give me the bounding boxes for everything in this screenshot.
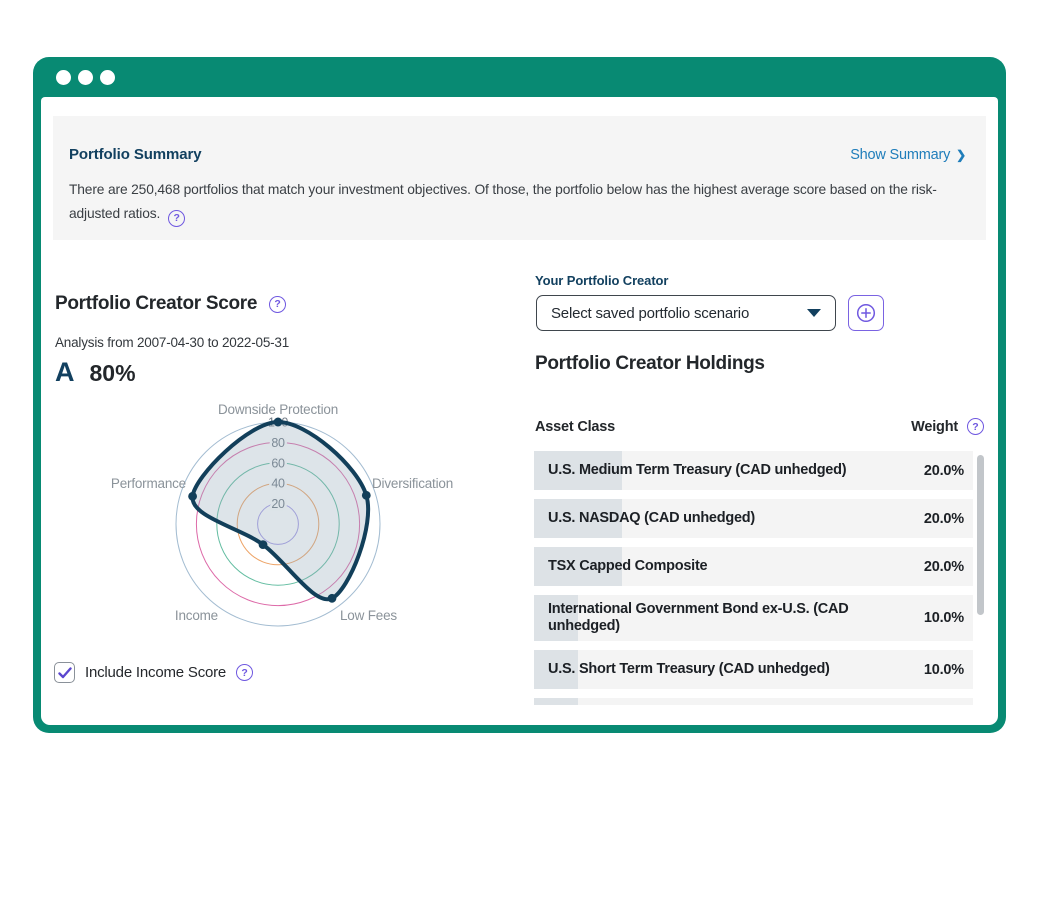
asset-class-column-header: Asset Class: [535, 418, 616, 435]
scenario-select-value: Select saved portfolio scenario: [551, 304, 750, 322]
browser-window: Portfolio Summary Show Summary ❯ There a…: [33, 57, 1006, 733]
weight-bar: [534, 595, 578, 641]
radar-axis-label: Diversification: [372, 476, 453, 491]
radar-series-area: [190, 419, 370, 602]
plus-circle-icon: [856, 303, 876, 323]
weight-bar: [534, 499, 622, 538]
radar-data-point: [273, 417, 283, 427]
radar-tick-label: 60: [271, 456, 285, 470]
radar-ring-20: [257, 503, 299, 545]
asset-weight: 10.0%: [923, 610, 964, 626]
radar-data-point: [258, 540, 268, 549]
radar-chart-svg: 20406080100Downside ProtectionDiversific…: [111, 402, 453, 627]
radar-data-point: [327, 593, 337, 603]
holdings-title: Portfolio Creator Holdings: [535, 353, 765, 374]
portfolio-summary-text: There are 250,468 portfolios that match …: [69, 178, 937, 227]
include-income-label: Include Income Score: [85, 664, 227, 681]
holdings-row[interactable]: [534, 698, 973, 705]
summary-text-line2: adjusted ratios.?: [69, 202, 937, 227]
portfolio-summary-panel: Portfolio Summary Show Summary ❯ There a…: [53, 116, 986, 240]
window-control-dot[interactable]: [78, 69, 93, 85]
summary-text-line1: There are 250,468 portfolios that match …: [69, 182, 937, 197]
radar-axis-label: Income: [175, 608, 218, 623]
radar-data-point: [361, 490, 371, 500]
radar-axis-label: Performance: [111, 476, 186, 491]
chevron-right-icon: ❯: [956, 148, 966, 162]
checkmark-icon: [57, 666, 72, 678]
weight-column-header: Weight: [911, 418, 958, 435]
holdings-table-header: Asset Class Weight ?: [535, 418, 984, 435]
holdings-table: U.S. Medium Term Treasury (CAD unhedged)…: [534, 445, 973, 705]
radar-tick-label: 80: [271, 436, 285, 450]
include-income-checkbox[interactable]: [54, 662, 75, 683]
holdings-row[interactable]: U.S. NASDAQ (CAD unhedged) 20.0%: [534, 499, 973, 538]
holdings-row[interactable]: U.S. Short Term Treasury (CAD unhedged) …: [534, 650, 973, 689]
radar-data-point: [188, 491, 197, 501]
radar-tick-label: 20: [271, 497, 285, 511]
weight-bar: [534, 547, 622, 586]
holdings-scrollbar-thumb[interactable]: [977, 455, 984, 615]
asset-weight: 20.0%: [923, 462, 964, 479]
scenario-select[interactable]: Select saved portfolio scenario: [536, 295, 836, 331]
radar-ring-40: [236, 482, 320, 566]
weight-bar: [534, 698, 578, 705]
radar-axis-label: Downside Protection: [218, 402, 338, 417]
show-summary-link[interactable]: Show Summary ❯: [850, 147, 966, 163]
asset-name: U.S. Medium Term Treasury (CAD unhedged): [548, 462, 847, 478]
radar-ring-60: [216, 462, 340, 586]
score-percent: 80%: [89, 360, 136, 386]
window-title-bar: [33, 57, 1006, 97]
radar-axis-label: Low Fees: [340, 608, 397, 623]
help-icon[interactable]: ?: [236, 664, 254, 681]
holdings-row[interactable]: TSX Capped Composite 20.0%: [534, 547, 973, 586]
holdings-row[interactable]: U.S. Medium Term Treasury (CAD unhedged)…: [534, 451, 973, 490]
score-grade: A: [55, 357, 75, 387]
holdings-row[interactable]: International Government Bond ex-U.S. (C…: [534, 595, 973, 641]
asset-name: International Government Bond ex-U.S. (C…: [548, 601, 849, 634]
add-scenario-button[interactable]: [848, 295, 884, 331]
asset-name: U.S. Short Term Treasury (CAD unhedged): [548, 661, 830, 677]
help-icon[interactable]: ?: [967, 418, 984, 435]
analysis-date-range: Analysis from 2007-04-30 to 2022-05-31: [55, 335, 290, 350]
portfolio-summary-title: Portfolio Summary: [69, 146, 202, 163]
asset-weight: 10.0%: [923, 661, 964, 678]
page-content: Portfolio Summary Show Summary ❯ There a…: [41, 97, 998, 725]
score-radar-chart: 20406080100Downside ProtectionDiversific…: [108, 394, 453, 644]
help-icon[interactable]: ?: [269, 295, 287, 313]
asset-weight: 20.0%: [923, 510, 964, 527]
window-control-dot[interactable]: [56, 69, 71, 85]
radar-tick-label: 40: [271, 477, 285, 491]
your-portfolio-creator-label: Your Portfolio Creator: [535, 273, 669, 288]
score-section-title: Portfolio Creator Score: [55, 293, 258, 314]
asset-name: U.S. NASDAQ (CAD unhedged): [548, 510, 755, 526]
weight-bar: [534, 650, 578, 689]
weight-bar: [534, 451, 622, 490]
help-icon[interactable]: ?: [168, 209, 186, 227]
asset-name: TSX Capped Composite: [548, 558, 708, 574]
asset-weight: 20.0%: [923, 558, 964, 575]
window-control-dot[interactable]: [100, 69, 115, 85]
show-summary-label: Show Summary: [850, 147, 951, 163]
chevron-down-icon: [807, 309, 821, 317]
radar-ring-80: [195, 441, 361, 607]
